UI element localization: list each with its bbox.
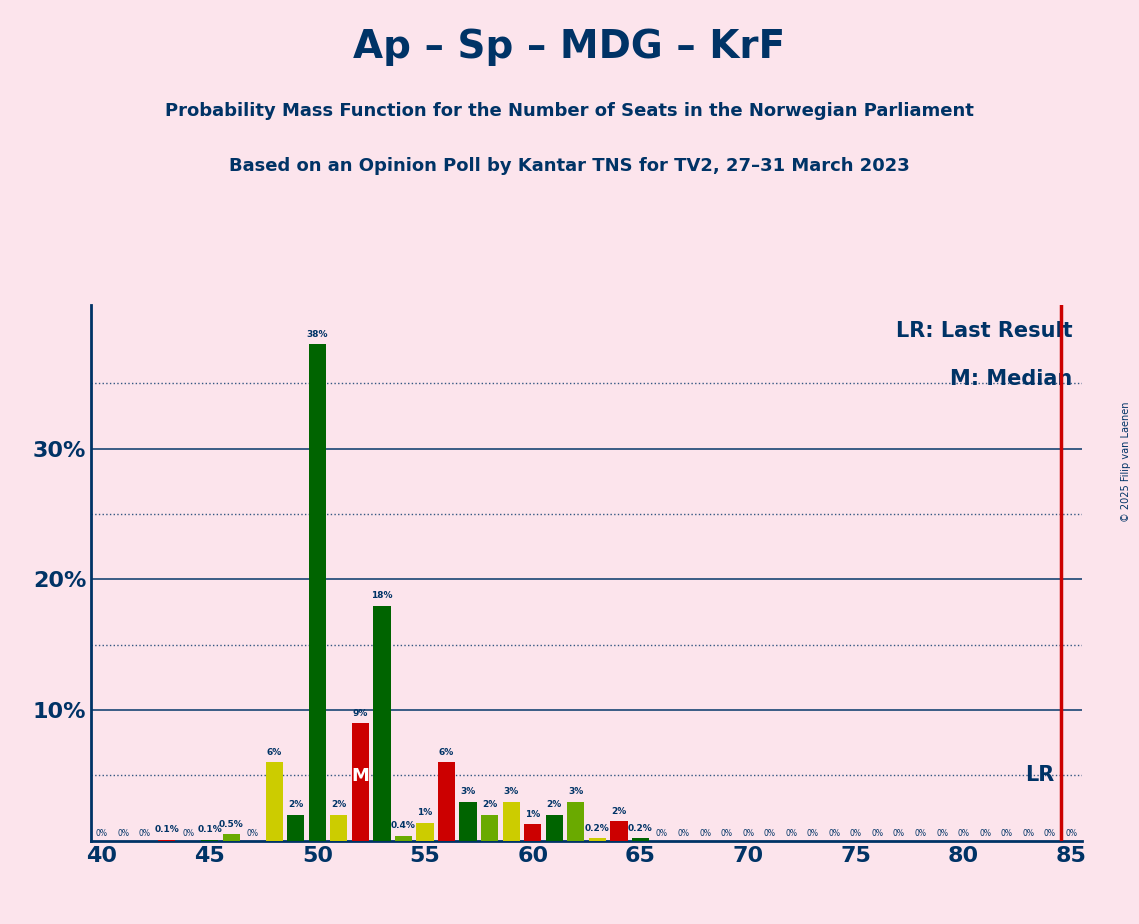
Text: 0%: 0% bbox=[871, 829, 884, 838]
Text: 0.4%: 0.4% bbox=[391, 821, 416, 831]
Text: 0%: 0% bbox=[806, 829, 819, 838]
Text: 0%: 0% bbox=[1065, 829, 1077, 838]
Text: 0%: 0% bbox=[96, 829, 108, 838]
Bar bbox=[222, 834, 239, 841]
Text: 0%: 0% bbox=[893, 829, 906, 838]
Text: 3%: 3% bbox=[568, 787, 583, 796]
Text: 0%: 0% bbox=[958, 829, 969, 838]
Text: 9%: 9% bbox=[353, 709, 368, 718]
Bar bbox=[611, 821, 628, 841]
Text: 0%: 0% bbox=[182, 829, 194, 838]
Text: 0%: 0% bbox=[743, 829, 754, 838]
Bar bbox=[502, 802, 519, 841]
Text: 3%: 3% bbox=[503, 787, 518, 796]
Bar bbox=[417, 822, 434, 841]
Bar bbox=[158, 840, 175, 841]
Bar bbox=[589, 838, 606, 841]
Text: 0%: 0% bbox=[828, 829, 841, 838]
Text: 0.1%: 0.1% bbox=[154, 825, 179, 834]
Text: 2%: 2% bbox=[331, 800, 346, 809]
Text: 0%: 0% bbox=[763, 829, 776, 838]
Bar bbox=[287, 815, 304, 841]
Text: M: M bbox=[352, 767, 369, 785]
Text: 0%: 0% bbox=[1043, 829, 1056, 838]
Text: 0.2%: 0.2% bbox=[585, 824, 609, 833]
Text: Probability Mass Function for the Number of Seats in the Norwegian Parliament: Probability Mass Function for the Number… bbox=[165, 102, 974, 119]
Text: 0.1%: 0.1% bbox=[197, 825, 222, 834]
Text: 0%: 0% bbox=[139, 829, 151, 838]
Text: 0%: 0% bbox=[980, 829, 991, 838]
Text: 6%: 6% bbox=[267, 748, 281, 757]
Text: 2%: 2% bbox=[612, 807, 626, 816]
Bar bbox=[265, 762, 282, 841]
Text: 0%: 0% bbox=[915, 829, 926, 838]
Text: 38%: 38% bbox=[306, 330, 328, 339]
Text: 0%: 0% bbox=[656, 829, 667, 838]
Text: 0%: 0% bbox=[721, 829, 732, 838]
Text: LR: LR bbox=[1025, 765, 1054, 785]
Text: 3%: 3% bbox=[460, 787, 476, 796]
Text: 0%: 0% bbox=[247, 829, 259, 838]
Text: M: Median: M: Median bbox=[950, 370, 1072, 389]
Text: Based on an Opinion Poll by Kantar TNS for TV2, 27–31 March 2023: Based on an Opinion Poll by Kantar TNS f… bbox=[229, 157, 910, 175]
Bar bbox=[200, 840, 219, 841]
Text: 2%: 2% bbox=[482, 800, 498, 809]
Text: 0%: 0% bbox=[699, 829, 711, 838]
Text: 2%: 2% bbox=[288, 800, 303, 809]
Bar bbox=[374, 605, 391, 841]
Bar bbox=[546, 815, 563, 841]
Text: 0%: 0% bbox=[785, 829, 797, 838]
Text: 0%: 0% bbox=[1022, 829, 1034, 838]
Text: 0%: 0% bbox=[678, 829, 689, 838]
Bar bbox=[352, 723, 369, 841]
Text: 6%: 6% bbox=[439, 748, 454, 757]
Text: © 2025 Filip van Laenen: © 2025 Filip van Laenen bbox=[1121, 402, 1131, 522]
Bar bbox=[395, 835, 412, 841]
Bar bbox=[437, 762, 456, 841]
Text: 0%: 0% bbox=[1001, 829, 1013, 838]
Bar bbox=[524, 824, 541, 841]
Text: 0%: 0% bbox=[117, 829, 130, 838]
Text: 0.2%: 0.2% bbox=[628, 824, 653, 833]
Bar bbox=[567, 802, 584, 841]
Text: 1%: 1% bbox=[525, 809, 540, 819]
Text: 18%: 18% bbox=[371, 591, 393, 601]
Text: LR: Last Result: LR: Last Result bbox=[895, 321, 1072, 341]
Bar bbox=[309, 344, 326, 841]
Bar bbox=[330, 815, 347, 841]
Text: Ap – Sp – MDG – KrF: Ap – Sp – MDG – KrF bbox=[353, 28, 786, 66]
Bar bbox=[481, 815, 498, 841]
Text: 2%: 2% bbox=[547, 800, 562, 809]
Text: 0.5%: 0.5% bbox=[219, 821, 244, 829]
Bar bbox=[459, 802, 477, 841]
Text: 0%: 0% bbox=[850, 829, 862, 838]
Bar bbox=[632, 838, 649, 841]
Text: 0%: 0% bbox=[936, 829, 948, 838]
Text: 1%: 1% bbox=[417, 808, 433, 818]
